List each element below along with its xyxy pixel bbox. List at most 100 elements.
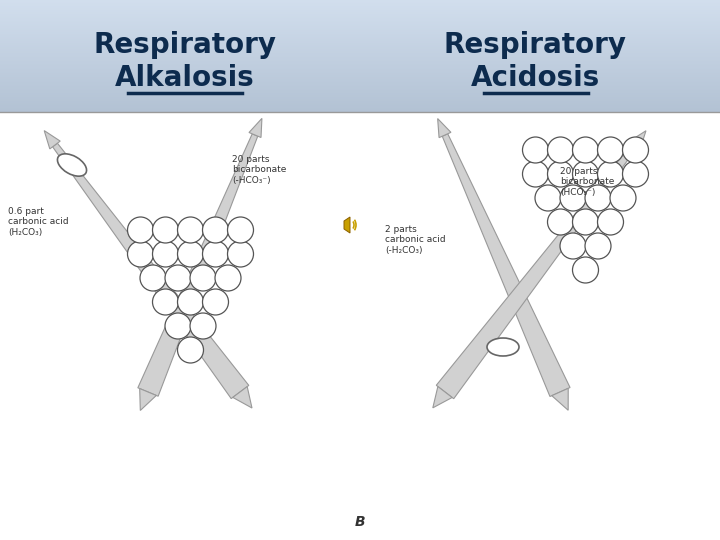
Ellipse shape	[487, 338, 519, 356]
Bar	[0, 4, 720, 5]
Bar	[0, 63, 720, 64]
Bar	[0, 65, 720, 66]
Bar	[0, 1, 720, 2]
Polygon shape	[433, 387, 452, 408]
Polygon shape	[44, 131, 60, 149]
Bar	[0, 78, 720, 79]
Circle shape	[623, 137, 649, 163]
Bar	[0, 69, 720, 70]
Bar	[0, 80, 720, 81]
Text: B: B	[355, 515, 365, 529]
Circle shape	[598, 209, 624, 235]
Bar	[0, 37, 720, 38]
Circle shape	[153, 289, 179, 315]
Circle shape	[585, 185, 611, 211]
Circle shape	[178, 217, 204, 243]
Bar	[0, 33, 720, 34]
Ellipse shape	[58, 154, 86, 176]
Text: Respiratory: Respiratory	[94, 31, 276, 59]
Circle shape	[202, 217, 228, 243]
Bar	[0, 112, 720, 540]
Bar	[0, 88, 720, 89]
Bar	[0, 12, 720, 13]
Bar	[0, 29, 720, 30]
Circle shape	[572, 257, 598, 283]
Bar	[0, 57, 720, 58]
Bar	[0, 23, 720, 24]
Text: 20 parts
bicarbonate
(HCO₃⁻): 20 parts bicarbonate (HCO₃⁻)	[560, 167, 614, 197]
Bar	[0, 36, 720, 37]
Circle shape	[623, 161, 649, 187]
Bar	[0, 58, 720, 59]
Bar	[0, 49, 720, 50]
Text: Respiratory: Respiratory	[444, 31, 626, 59]
Bar	[0, 79, 720, 80]
Bar	[0, 70, 720, 71]
Bar	[0, 24, 720, 25]
Bar	[0, 59, 720, 60]
Text: 2 parts
carbonic acid
(-H₂CO₃): 2 parts carbonic acid (-H₂CO₃)	[385, 225, 446, 255]
Circle shape	[572, 137, 598, 163]
Circle shape	[165, 265, 191, 291]
Bar	[0, 5, 720, 6]
Bar	[0, 10, 720, 11]
Polygon shape	[438, 119, 451, 138]
Bar	[0, 60, 720, 61]
Bar	[0, 18, 720, 19]
Bar	[0, 87, 720, 88]
Circle shape	[153, 217, 179, 243]
Bar	[0, 72, 720, 73]
Bar	[0, 94, 720, 95]
Circle shape	[547, 161, 574, 187]
Bar	[0, 91, 720, 92]
Circle shape	[202, 289, 228, 315]
Circle shape	[598, 137, 624, 163]
Circle shape	[598, 161, 624, 187]
Bar	[0, 101, 720, 102]
Circle shape	[165, 313, 191, 339]
Circle shape	[585, 233, 611, 259]
Bar	[0, 27, 720, 28]
Bar	[0, 44, 720, 45]
Bar	[0, 76, 720, 77]
Bar	[0, 71, 720, 72]
Text: Alkalosis: Alkalosis	[115, 64, 255, 92]
Bar	[0, 3, 720, 4]
Circle shape	[560, 233, 586, 259]
Circle shape	[127, 217, 153, 243]
Bar	[0, 28, 720, 29]
Bar	[0, 73, 720, 74]
Circle shape	[228, 217, 253, 243]
Bar	[0, 13, 720, 14]
Bar	[0, 42, 720, 43]
Bar	[0, 48, 720, 49]
Circle shape	[547, 137, 574, 163]
Bar	[0, 46, 720, 47]
Bar	[0, 0, 720, 1]
Bar	[0, 53, 720, 54]
Bar	[0, 50, 720, 51]
Bar	[0, 19, 720, 20]
Bar	[0, 39, 720, 40]
Bar	[0, 77, 720, 78]
Bar	[0, 56, 720, 57]
Bar	[0, 96, 720, 97]
Bar	[0, 92, 720, 93]
Bar	[0, 51, 720, 52]
Polygon shape	[344, 217, 350, 233]
Bar	[0, 98, 720, 99]
Bar	[0, 41, 720, 42]
Bar	[0, 108, 720, 109]
Bar	[0, 17, 720, 18]
Polygon shape	[436, 143, 637, 399]
Bar	[0, 107, 720, 108]
Bar	[0, 34, 720, 35]
Bar	[0, 110, 720, 111]
Polygon shape	[53, 143, 249, 399]
Bar	[0, 68, 720, 69]
Circle shape	[228, 241, 253, 267]
Circle shape	[572, 161, 598, 187]
Bar	[0, 83, 720, 84]
Circle shape	[523, 137, 549, 163]
Circle shape	[215, 265, 241, 291]
